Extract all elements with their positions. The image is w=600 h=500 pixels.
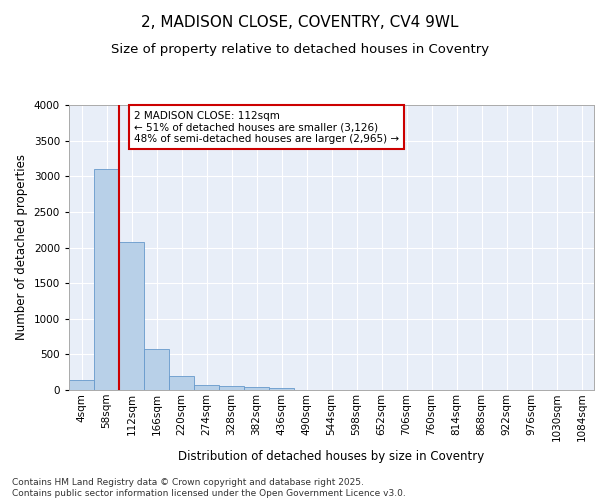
Text: Contains HM Land Registry data © Crown copyright and database right 2025.
Contai: Contains HM Land Registry data © Crown c…: [12, 478, 406, 498]
Bar: [219, 386, 244, 390]
X-axis label: Distribution of detached houses by size in Coventry: Distribution of detached houses by size …: [178, 450, 485, 462]
Bar: [194, 384, 219, 390]
Bar: [244, 387, 269, 390]
Bar: [269, 388, 294, 390]
Bar: [69, 380, 94, 390]
Text: 2 MADISON CLOSE: 112sqm
← 51% of detached houses are smaller (3,126)
48% of semi: 2 MADISON CLOSE: 112sqm ← 51% of detache…: [134, 110, 399, 144]
Bar: [94, 169, 119, 390]
Bar: [119, 242, 144, 390]
Bar: [144, 350, 169, 390]
Text: Size of property relative to detached houses in Coventry: Size of property relative to detached ho…: [111, 42, 489, 56]
Y-axis label: Number of detached properties: Number of detached properties: [15, 154, 28, 340]
Bar: [169, 376, 194, 390]
Text: 2, MADISON CLOSE, COVENTRY, CV4 9WL: 2, MADISON CLOSE, COVENTRY, CV4 9WL: [141, 15, 459, 30]
